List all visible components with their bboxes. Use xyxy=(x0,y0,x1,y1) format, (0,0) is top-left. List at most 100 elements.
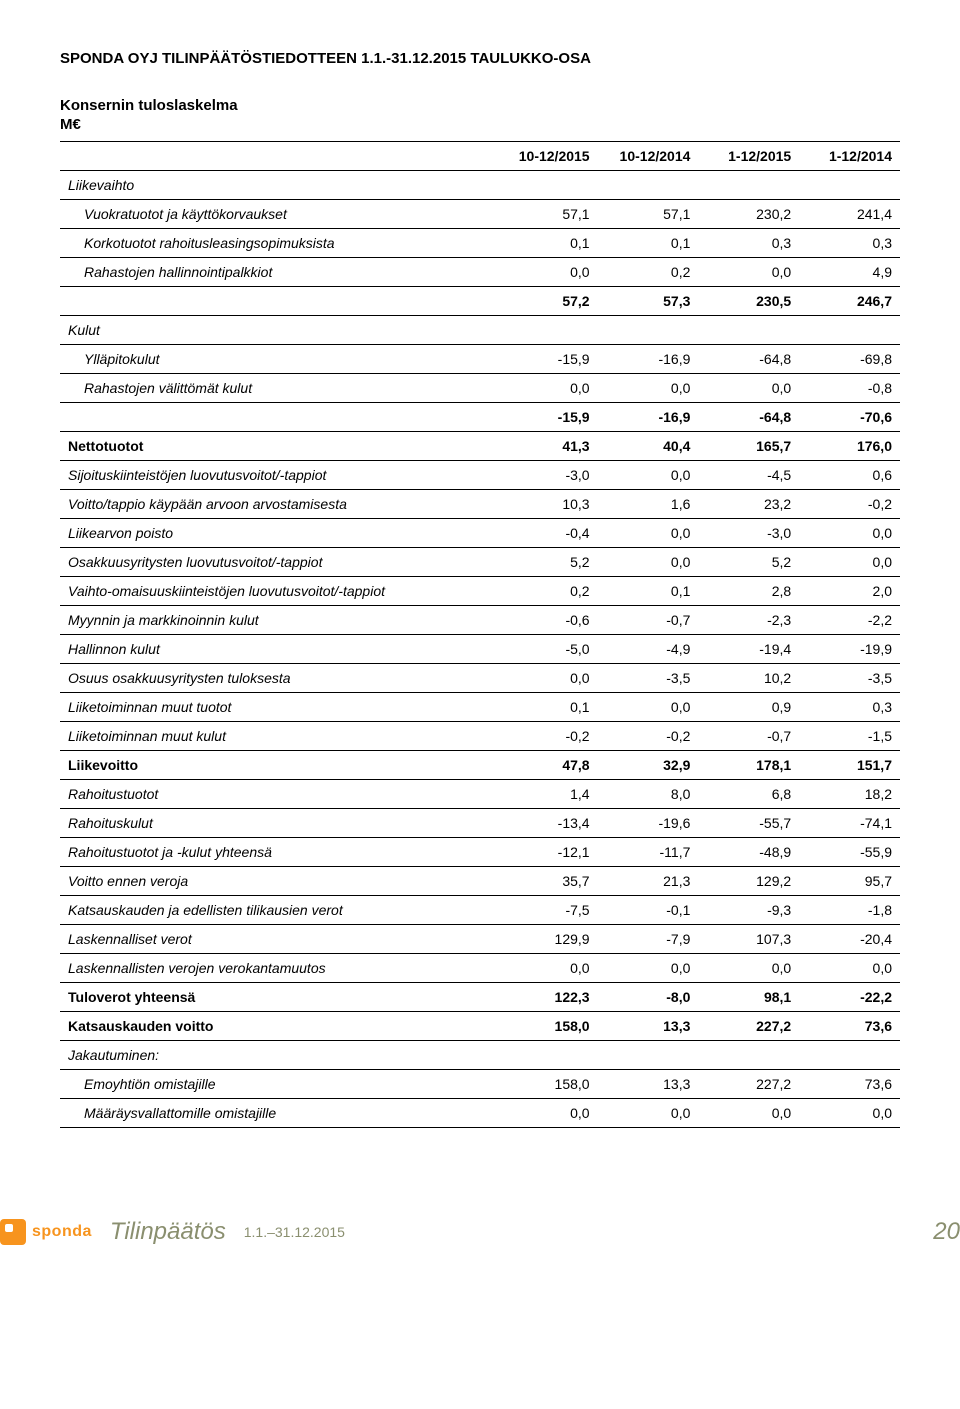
row-value: -0,6 xyxy=(497,606,598,635)
income-statement-table: 10-12/2015 10-12/2014 1-12/2015 1-12/201… xyxy=(60,141,900,1128)
row-value: 57,3 xyxy=(598,287,699,316)
row-label: Voitto ennen veroja xyxy=(60,867,497,896)
row-value: -12,1 xyxy=(497,838,598,867)
footer-date: 1.1.–31.12.2015 xyxy=(244,1224,345,1240)
row-value: -48,9 xyxy=(698,838,799,867)
row-value: -69,8 xyxy=(799,345,900,374)
row-value: 57,1 xyxy=(598,200,699,229)
row-label: Laskennalliset verot xyxy=(60,925,497,954)
row-label: Rahastojen välittömät kulut xyxy=(60,374,497,403)
row-label: Tuloverot yhteensä xyxy=(60,983,497,1012)
row-value: 32,9 xyxy=(598,751,699,780)
row-value: -0,7 xyxy=(598,606,699,635)
table-row: Kulut xyxy=(60,316,900,345)
row-value: 176,0 xyxy=(799,432,900,461)
col-header-3: 1-12/2015 xyxy=(698,142,799,171)
row-value: 0,0 xyxy=(598,693,699,722)
row-value: -3,5 xyxy=(799,664,900,693)
logo-mark-icon xyxy=(0,1219,26,1245)
row-value: 5,2 xyxy=(698,548,799,577)
table-row: Osakkuusyritysten luovutusvoitot/-tappio… xyxy=(60,548,900,577)
row-value xyxy=(799,171,900,200)
row-value: 227,2 xyxy=(698,1012,799,1041)
table-row: Voitto/tappio käypään arvoon arvostamise… xyxy=(60,490,900,519)
row-label: Liikevaihto xyxy=(60,171,497,200)
row-value xyxy=(598,316,699,345)
row-value: 230,2 xyxy=(698,200,799,229)
row-label: Laskennallisten verojen verokantamuutos xyxy=(60,954,497,983)
row-value: 57,1 xyxy=(497,200,598,229)
row-value: 0,9 xyxy=(698,693,799,722)
row-label: Hallinnon kulut xyxy=(60,635,497,664)
row-value: 1,6 xyxy=(598,490,699,519)
table-row: Voitto ennen veroja35,721,3129,295,7 xyxy=(60,867,900,896)
row-value: 2,8 xyxy=(698,577,799,606)
table-row: Liiketoiminnan muut kulut-0,2-0,2-0,7-1,… xyxy=(60,722,900,751)
col-header-4: 1-12/2014 xyxy=(799,142,900,171)
row-value: 230,5 xyxy=(698,287,799,316)
table-row: Sijoituskiinteistöjen luovutusvoitot/-ta… xyxy=(60,461,900,490)
row-value: -0,2 xyxy=(799,490,900,519)
row-value: 241,4 xyxy=(799,200,900,229)
row-value: -13,4 xyxy=(497,809,598,838)
table-row: Liikevoitto47,832,9178,1151,7 xyxy=(60,751,900,780)
row-value xyxy=(497,316,598,345)
row-value: 1,4 xyxy=(497,780,598,809)
row-value: 10,2 xyxy=(698,664,799,693)
row-value xyxy=(598,1041,699,1070)
row-value: 151,7 xyxy=(799,751,900,780)
row-value: -0,2 xyxy=(497,722,598,751)
row-value: 0,0 xyxy=(698,258,799,287)
row-value: -11,7 xyxy=(598,838,699,867)
row-label: Osakkuusyritysten luovutusvoitot/-tappio… xyxy=(60,548,497,577)
row-value: 0,0 xyxy=(497,664,598,693)
row-value: 5,2 xyxy=(497,548,598,577)
table-row: Hallinnon kulut-5,0-4,9-19,4-19,9 xyxy=(60,635,900,664)
row-label: Kulut xyxy=(60,316,497,345)
row-value: -0,7 xyxy=(698,722,799,751)
row-label: Osuus osakkuusyritysten tuloksesta xyxy=(60,664,497,693)
row-value: 0,3 xyxy=(799,693,900,722)
page-number: 20 xyxy=(933,1218,960,1246)
row-value: 0,0 xyxy=(497,1099,598,1128)
row-value: 0,0 xyxy=(497,954,598,983)
table-row: Liiketoiminnan muut tuotot0,10,00,90,3 xyxy=(60,693,900,722)
row-value: 73,6 xyxy=(799,1012,900,1041)
row-value: -0,8 xyxy=(799,374,900,403)
row-label: Katsauskauden voitto xyxy=(60,1012,497,1041)
col-header-label xyxy=(60,142,497,171)
row-value: -15,9 xyxy=(497,345,598,374)
row-value: 0,0 xyxy=(698,954,799,983)
row-value: -16,9 xyxy=(598,403,699,432)
row-value: 23,2 xyxy=(698,490,799,519)
row-value: 0,3 xyxy=(799,229,900,258)
row-value: 165,7 xyxy=(698,432,799,461)
row-value: -19,6 xyxy=(598,809,699,838)
table-row: Jakautuminen: xyxy=(60,1041,900,1070)
row-value: 10,3 xyxy=(497,490,598,519)
row-value: 107,3 xyxy=(698,925,799,954)
table-row: Katsauskauden ja edellisten tilikausien … xyxy=(60,896,900,925)
row-value: 0,0 xyxy=(497,258,598,287)
table-row: Laskennallisten verojen verokantamuutos0… xyxy=(60,954,900,983)
row-value: -7,9 xyxy=(598,925,699,954)
row-value: 0,0 xyxy=(598,519,699,548)
row-label: Liiketoiminnan muut tuotot xyxy=(60,693,497,722)
table-row: Ylläpitokulut-15,9-16,9-64,8-69,8 xyxy=(60,345,900,374)
col-header-1: 10-12/2015 xyxy=(497,142,598,171)
row-value: 178,1 xyxy=(698,751,799,780)
row-value: 129,2 xyxy=(698,867,799,896)
row-value xyxy=(698,316,799,345)
row-label: Liikearvon poisto xyxy=(60,519,497,548)
table-row: Laskennalliset verot129,9-7,9107,3-20,4 xyxy=(60,925,900,954)
table-row: Tuloverot yhteensä122,3-8,098,1-22,2 xyxy=(60,983,900,1012)
row-label: Emoyhtiön omistajille xyxy=(60,1070,497,1099)
row-value: -2,3 xyxy=(698,606,799,635)
row-value: 18,2 xyxy=(799,780,900,809)
table-row: Emoyhtiön omistajille158,013,3227,273,6 xyxy=(60,1070,900,1099)
row-value: 0,0 xyxy=(598,374,699,403)
row-value: 0,0 xyxy=(799,954,900,983)
row-value: -8,0 xyxy=(598,983,699,1012)
table-row: Rahoitustuotot ja -kulut yhteensä-12,1-1… xyxy=(60,838,900,867)
row-label xyxy=(60,403,497,432)
